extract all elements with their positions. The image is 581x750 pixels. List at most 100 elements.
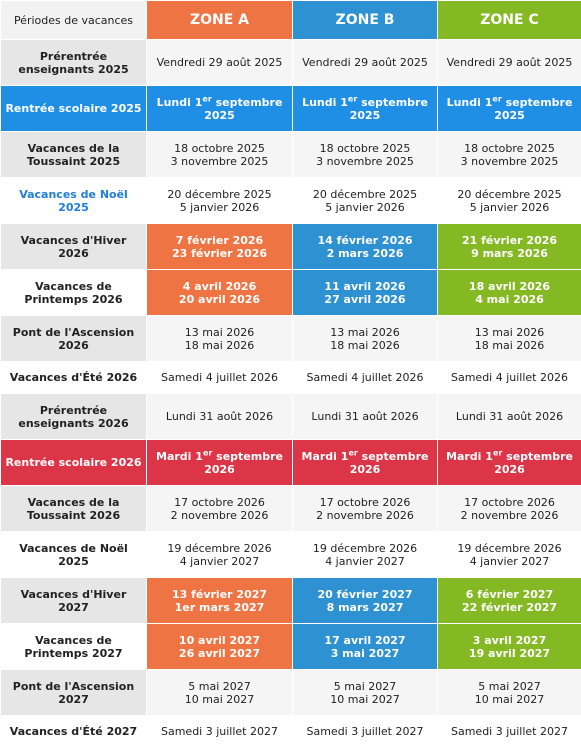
table-row: Vacances d'Été 2027 Samedi 3 juillet 2027…	[0, 715, 581, 748]
date-line: 20 avril 2026	[178, 292, 261, 306]
date-line: 4 avril 2026	[182, 279, 257, 293]
ordinal-suffix: er	[347, 93, 358, 103]
date-line: 20 décembre 2025	[312, 187, 418, 201]
date-part: septembre	[357, 95, 428, 109]
date-line: 23 février 2026	[171, 246, 268, 260]
date-line: 19 décembre 2026	[167, 541, 272, 555]
date-line: 3 novembre 2025	[316, 154, 414, 168]
date-line: Samedi 4 juillet 2026	[450, 371, 568, 384]
date-part: Mardi 1	[301, 449, 349, 463]
zone-a-cell: 17 octobre 2026 2 novembre 2026	[146, 485, 293, 532]
period-label: Vacances de la Toussaint 2025	[0, 131, 147, 178]
date-line: 3 mai 2027	[330, 646, 400, 660]
zone-a-cell: Samedi 4 juillet 2026	[146, 361, 293, 394]
date-line: 10 avril 2027	[178, 633, 261, 647]
zone-b-cell: Lundi 31 août 2026	[292, 393, 438, 440]
period-label: Vacances d'Hiver 2026	[0, 223, 147, 270]
date-line: 18 octobre 2025	[174, 141, 265, 155]
date-line: 10 mai 2027	[474, 692, 545, 706]
date-line: Lundi 1er septembre	[151, 94, 288, 108]
date-line: 19 décembre 2026	[457, 541, 562, 555]
zone-b-cell: Samedi 3 juillet 2027	[292, 715, 438, 748]
zone-b-cell: 11 avril 2026 27 avril 2026	[292, 269, 438, 316]
zone-a-cell: 19 décembre 2026 4 janvier 2027	[146, 531, 293, 578]
zone-a-cell: Vendredi 29 août 2025	[146, 39, 293, 86]
zone-a-cell: Lundi 31 août 2026	[146, 393, 293, 440]
date-line: 17 octobre 2026	[319, 495, 411, 509]
date-part: Lundi 1	[446, 95, 493, 109]
table-row: Vacances de Noël 2025 20 décembre 2025 5 j…	[0, 177, 581, 224]
date-line: 19 avril 2027	[468, 646, 551, 660]
date-line: 4 janvier 2027	[179, 554, 260, 568]
table-row: Vacances d'Été 2026 Samedi 4 juillet 2026…	[0, 361, 581, 394]
date-line: 20 décembre 2025	[457, 187, 562, 201]
date-line: 18 octobre 2025	[319, 141, 411, 155]
date-line: 1er mars 2027	[174, 600, 265, 614]
zone-b-cell: 19 décembre 2026 4 janvier 2027	[292, 531, 438, 578]
zone-c-cell: 19 décembre 2026 4 janvier 2027	[437, 531, 581, 578]
table-row: Rentrée scolaire 2025 Lundi 1er septembre…	[0, 85, 581, 132]
date-line: Vendredi 29 août 2025	[156, 56, 283, 69]
date-line: 5 janvier 2026	[469, 200, 550, 214]
period-label: Prérentrée enseignants 2025	[0, 39, 147, 86]
zone-b-cell: Vendredi 29 août 2025	[292, 39, 438, 86]
zone-c-cell: Samedi 3 juillet 2027	[437, 715, 581, 748]
zone-c-cell: Samedi 4 juillet 2026	[437, 361, 581, 394]
zone-a-cell: 13 mai 2026 18 mai 2026	[146, 315, 293, 362]
zone-a-cell: 5 mai 2027 10 mai 2027	[146, 669, 293, 716]
date-part: Mardi 1	[446, 449, 493, 463]
date-line: 2 novembre 2026	[460, 508, 559, 522]
date-line: Samedi 4 juillet 2026	[160, 371, 278, 384]
date-part: Lundi 1	[302, 95, 348, 109]
date-line: 18 mai 2026	[330, 338, 400, 352]
zone-b-cell: 13 mai 2026 18 mai 2026	[292, 315, 438, 362]
date-line: Samedi 3 juillet 2027	[450, 725, 568, 738]
date-line: 2025	[204, 108, 235, 122]
date-part: septembre	[501, 95, 573, 109]
table-row: Prérentrée enseignants 2026 Lundi 31 août…	[0, 393, 581, 440]
zone-c-cell: Lundi 31 août 2026	[437, 393, 581, 440]
date-line: Mardi 1er septembre	[297, 447, 433, 463]
zone-c-cell: Lundi 1er septembre 2025	[437, 85, 581, 132]
date-line: 5 janvier 2026	[325, 200, 405, 214]
date-line: Vendredi 29 août 2025	[446, 56, 573, 69]
ordinal-suffix: er	[348, 447, 358, 457]
zone-a-cell: 13 février 2027 1er mars 2027	[146, 577, 293, 624]
zone-b-cell: 20 février 2027 8 mars 2027	[292, 577, 438, 624]
header-zone-c: ZONE C	[437, 0, 581, 40]
date-line: 17 avril 2027	[324, 633, 406, 647]
ordinal-suffix: er	[202, 447, 213, 457]
date-line: Mardi 1er septembre	[151, 447, 288, 463]
date-line: 20 décembre 2025	[167, 187, 272, 201]
date-line: Lundi 1er septembre	[442, 94, 577, 109]
zone-a-cell: Lundi 1er septembre 2025	[146, 85, 293, 132]
zone-a-cell: 18 octobre 2025 3 novembre 2025	[146, 131, 293, 178]
zone-b-cell: Mardi 1er septembre 2026	[292, 439, 438, 486]
date-line: 6 février 2027	[465, 587, 554, 601]
table-row: Vacances de Printemps 2026 4 avril 2026 20…	[0, 269, 581, 316]
date-line: 13 mai 2026	[474, 325, 545, 339]
date-line: 4 janvier 2027	[469, 554, 550, 568]
ordinal-suffix: er	[492, 447, 503, 457]
header-periods: Périodes de vacances	[0, 0, 147, 40]
date-line: 2026	[494, 462, 525, 476]
date-line: 2 mars 2026	[326, 246, 404, 260]
date-line: Samedi 3 juillet 2027	[306, 725, 424, 738]
period-label: Prérentrée enseignants 2026	[0, 393, 147, 440]
table-row: Vacances de la Toussaint 2026 17 octobre …	[0, 485, 581, 532]
date-line: Lundi 31 août 2026	[165, 410, 274, 423]
period-label: Vacances de Noël 2025	[0, 531, 147, 578]
date-line: 3 novembre 2025	[460, 154, 559, 168]
header-zone-b: ZONE B	[292, 0, 438, 40]
date-line: 19 décembre 2026	[312, 541, 418, 555]
date-line: 5 janvier 2026	[179, 200, 260, 214]
date-part: septembre	[502, 449, 573, 463]
date-line: 7 février 2026	[175, 233, 264, 247]
date-line: 18 mai 2026	[184, 338, 255, 352]
zone-a-cell: 20 décembre 2025 5 janvier 2026	[146, 177, 293, 224]
date-line: 2026	[204, 462, 235, 476]
date-part: Mardi 1	[156, 449, 203, 463]
zone-c-cell: 3 avril 2027 19 avril 2027	[437, 623, 581, 670]
date-line: 14 février 2026	[317, 233, 413, 247]
